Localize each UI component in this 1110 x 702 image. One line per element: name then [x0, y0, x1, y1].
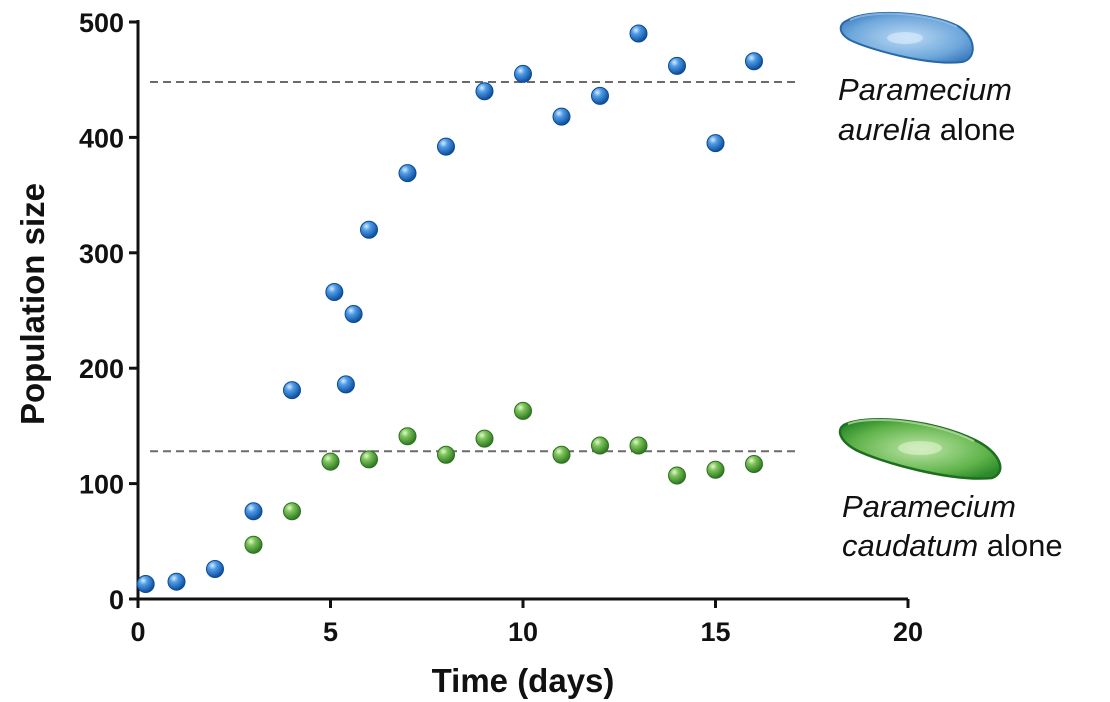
data-point — [398, 427, 417, 446]
y-tick-label: 500 — [79, 8, 124, 38]
data-point — [706, 134, 725, 153]
data-point — [136, 574, 155, 593]
data-point — [706, 460, 725, 479]
data-point — [244, 502, 263, 521]
y-tick-label: 0 — [109, 585, 124, 615]
data-point — [668, 56, 686, 75]
data-point — [514, 401, 532, 420]
data-point — [360, 220, 378, 239]
data-point — [206, 559, 224, 578]
y-tick-label: 400 — [79, 123, 124, 153]
data-point — [283, 502, 301, 521]
data-point — [629, 24, 648, 43]
carrying-capacity-lines — [150, 81, 800, 453]
y-tick-label: 100 — [79, 470, 124, 500]
series-label-caudatum-genus: Paramecium — [842, 489, 1016, 524]
series-label-caudatum-alone: alone — [987, 528, 1063, 563]
data-point — [475, 429, 494, 448]
data-point — [283, 381, 301, 400]
x-tick-label: 5 — [323, 617, 338, 647]
series-label-aurelia-alone: alone — [940, 112, 1016, 147]
x-tick-label: 20 — [893, 617, 923, 647]
data-point — [437, 445, 455, 464]
data-point — [591, 86, 609, 105]
y-axis-title: Population size — [14, 183, 51, 425]
series-label-aurelia-species: aurelia — [838, 112, 931, 147]
x-tick-label: 10 — [508, 617, 538, 647]
x-tick-label: 15 — [700, 617, 730, 647]
data-point — [398, 164, 417, 183]
data-point — [552, 445, 571, 464]
paramecium-caudatum-illustration — [838, 418, 1002, 480]
x-tick-label: 0 — [130, 617, 145, 647]
data-point — [514, 64, 532, 83]
data-point — [437, 137, 455, 156]
data-point — [360, 450, 378, 469]
data-point — [745, 454, 763, 473]
data-point — [336, 375, 355, 394]
data-point — [321, 452, 340, 471]
series-label-caudatum: Paramecium — [842, 489, 1016, 524]
series-label-aurelia: Paramecium — [838, 72, 1012, 107]
series-label-caudatum-line2: caudatum alone — [842, 528, 1063, 563]
data-point — [344, 304, 363, 323]
y-tick-label: 300 — [79, 239, 124, 269]
data-point — [244, 535, 263, 554]
data-point — [325, 283, 344, 302]
data-points — [136, 24, 763, 593]
data-point — [668, 466, 686, 485]
data-point — [552, 107, 571, 126]
data-point — [591, 436, 609, 455]
data-point — [745, 52, 763, 71]
x-axis-title: Time (days) — [432, 662, 615, 699]
data-point — [167, 572, 186, 591]
paramecium-aurelia-illustration — [839, 11, 974, 64]
series-label-aurelia-line2: aurelia alone — [838, 112, 1016, 147]
series-label-caudatum-species: caudatum — [842, 528, 978, 563]
data-point — [629, 436, 648, 455]
data-point — [475, 82, 494, 101]
y-tick-label: 200 — [79, 354, 124, 384]
series-label-aurelia-genus: Paramecium — [838, 72, 1012, 107]
